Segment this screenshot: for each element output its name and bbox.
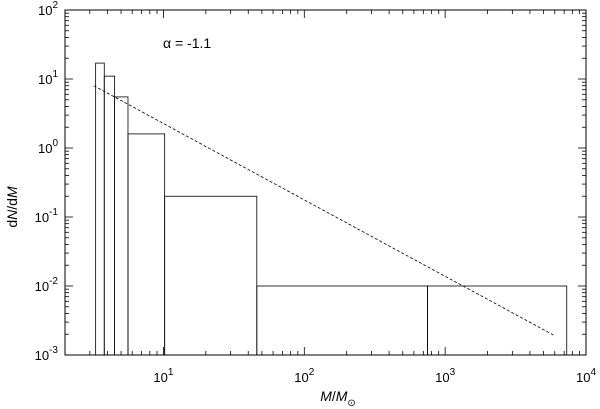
power-law-fit <box>93 85 555 337</box>
histogram-bars <box>95 62 568 356</box>
x-tick-label: 103 <box>435 367 455 385</box>
y-tick-label: 100 <box>38 138 58 156</box>
fit-line <box>93 85 555 337</box>
histogram-bar <box>103 75 116 356</box>
x-tick-label: 102 <box>294 367 314 385</box>
axis-ticks: 101 102 103 104 10-3 10-2 10-1 100 101 102 <box>35 0 597 385</box>
plot-frame <box>64 9 587 356</box>
y-tick-label: 10-2 <box>35 276 59 294</box>
histogram-bar <box>256 285 428 356</box>
x-tick-label: 104 <box>576 367 596 385</box>
y-tick-label: 101 <box>38 69 58 87</box>
histogram-bar <box>427 285 568 356</box>
histogram-bar <box>127 133 166 356</box>
histogram-bar <box>164 195 258 356</box>
x-axis-label: M/M⊙ <box>320 388 356 409</box>
y-tick-label: 10-3 <box>35 345 59 363</box>
histogram-bar <box>95 62 105 356</box>
y-tick-label: 102 <box>38 0 58 18</box>
alpha-annotation: α = -1.1 <box>163 35 211 51</box>
y-axis-label: dN/dM <box>4 186 20 228</box>
x-tick-label: 101 <box>153 367 173 385</box>
y-tick-label: 10-1 <box>35 207 59 225</box>
histogram-bar <box>114 96 129 356</box>
